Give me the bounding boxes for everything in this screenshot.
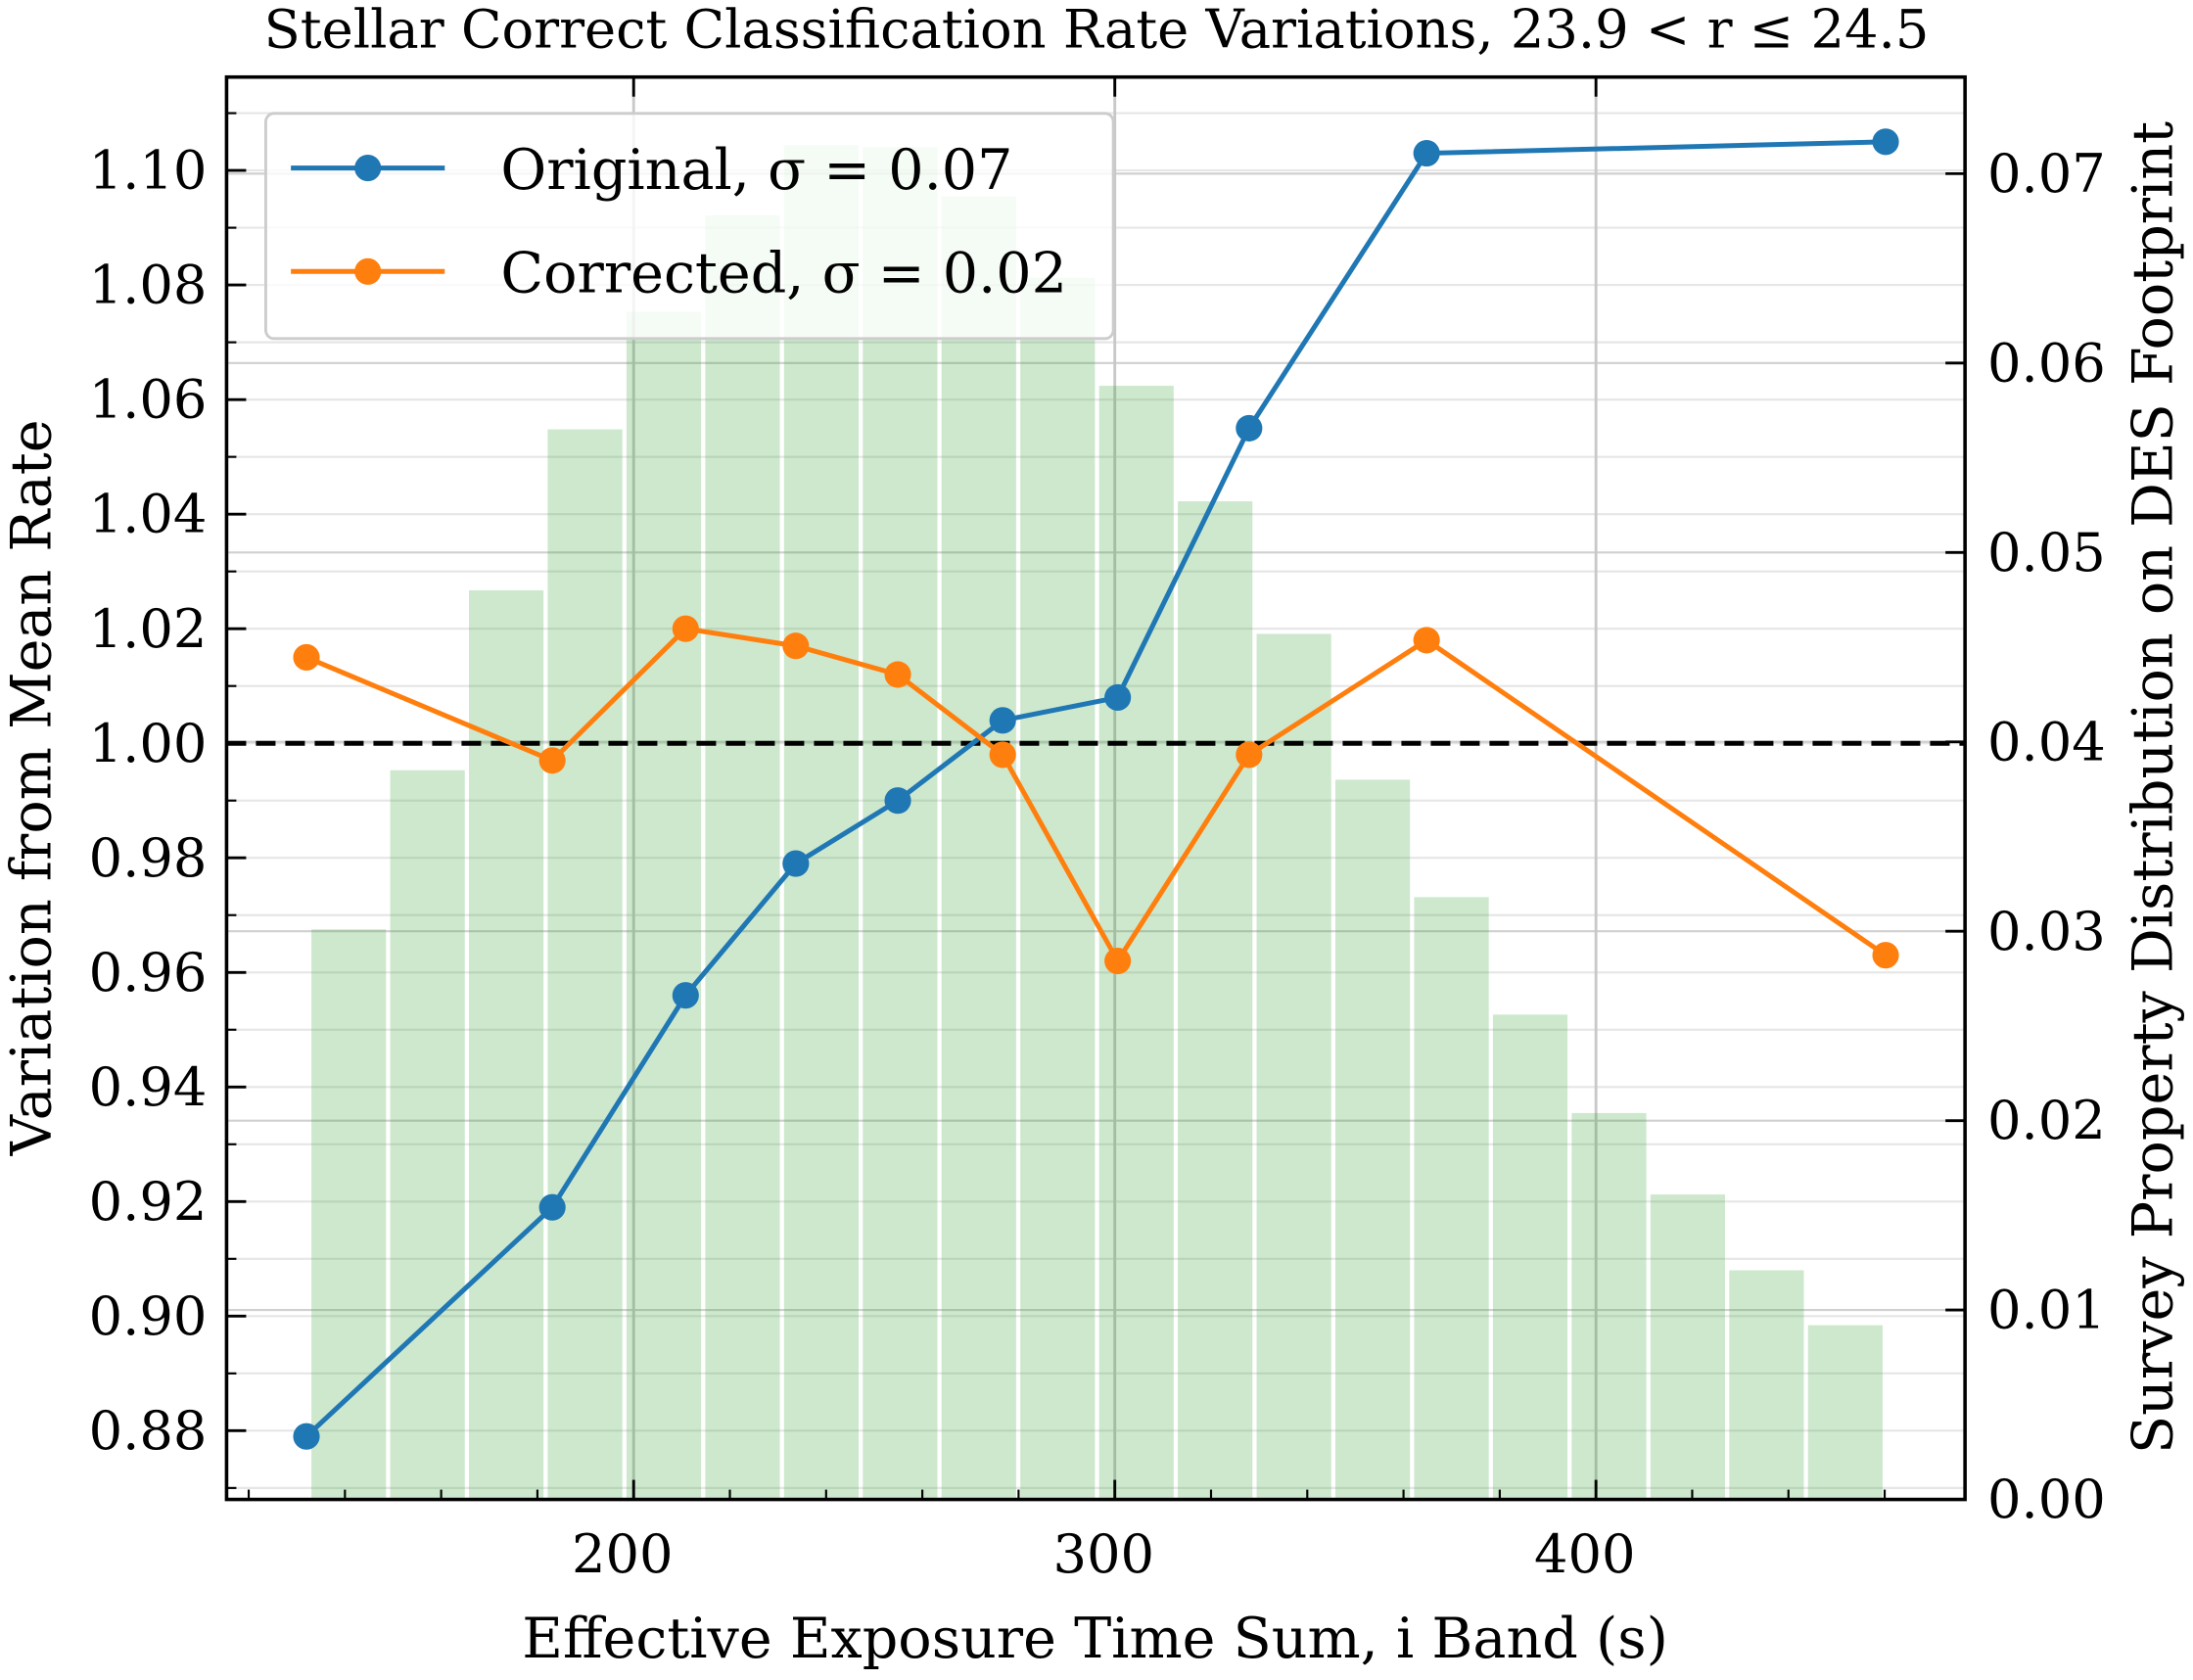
y-tick-label: 1.02 bbox=[89, 598, 208, 660]
histogram-bar bbox=[1492, 1014, 1568, 1500]
y2-tick-label: 0.04 bbox=[1987, 711, 2106, 772]
corrected-data-point bbox=[884, 661, 911, 688]
corrected-data-point bbox=[293, 643, 320, 672]
original-data-point bbox=[538, 1193, 566, 1221]
y2-axis-label: Survey Property Distribution on DES Foot… bbox=[2122, 121, 2186, 1454]
y-tick-label: 0.88 bbox=[89, 1400, 208, 1462]
histogram-bar bbox=[1650, 1194, 1726, 1500]
original-data-point bbox=[884, 787, 911, 815]
y2-tick-label: 0.05 bbox=[1987, 522, 2106, 583]
histogram-bar bbox=[1335, 779, 1411, 1500]
histogram-bar bbox=[1729, 1270, 1804, 1500]
histogram-bars bbox=[311, 145, 1883, 1500]
original-data-point bbox=[1413, 139, 1440, 167]
corrected-data-point bbox=[1104, 947, 1132, 975]
x-tick-label: 300 bbox=[1052, 1523, 1154, 1585]
corrected-data-point bbox=[1236, 741, 1263, 769]
histogram-bar bbox=[783, 145, 860, 1500]
legend: Original, σ = 0.07 Corrected, σ = 0.02 bbox=[264, 112, 1115, 341]
chart-title: Stellar Correct Classification Rate Vari… bbox=[264, 0, 1930, 61]
legend-corrected-label: Corrected, σ = 0.02 bbox=[500, 242, 1067, 306]
histogram-bar bbox=[547, 429, 623, 1500]
y-tick-label: 1.08 bbox=[89, 255, 208, 316]
legend-box bbox=[264, 112, 1115, 341]
corrected-data-point bbox=[989, 741, 1016, 769]
y2-tick-label: 0.01 bbox=[1987, 1280, 2106, 1341]
y2-tick-label: 0.00 bbox=[1987, 1469, 2106, 1530]
y-tick-label: 0.98 bbox=[89, 827, 208, 889]
histogram-bar bbox=[1020, 277, 1096, 1500]
y2-tick-label: 0.02 bbox=[1987, 1090, 2106, 1151]
histogram-bar bbox=[626, 311, 702, 1500]
y-axis-label: Variation from Mean Rate bbox=[0, 419, 64, 1156]
histogram-bar bbox=[1098, 386, 1174, 1500]
original-series-line bbox=[304, 139, 1887, 1439]
histogram-bar bbox=[941, 196, 1016, 1500]
y-tick-label: 1.00 bbox=[89, 713, 208, 774]
original-data-point bbox=[672, 982, 699, 1009]
corrected-data-point bbox=[1872, 942, 1899, 969]
original-data-point bbox=[782, 850, 810, 877]
x-tick-label: 200 bbox=[572, 1523, 674, 1585]
plot-frame bbox=[224, 74, 1967, 1502]
y-tick-label: 0.94 bbox=[89, 1056, 208, 1118]
histogram-bar bbox=[863, 147, 938, 1500]
y2-tick-label: 0.06 bbox=[1987, 332, 2106, 394]
original-data-point bbox=[293, 1423, 320, 1450]
y-tick-label: 1.04 bbox=[89, 484, 208, 545]
histogram-bar bbox=[390, 770, 465, 1500]
y2-tick-label: 0.03 bbox=[1987, 901, 2106, 962]
legend-original-marker bbox=[354, 155, 382, 182]
histogram-bar bbox=[1807, 1325, 1883, 1500]
y-tick-label: 1.10 bbox=[89, 140, 208, 202]
histogram-bar bbox=[705, 214, 780, 1500]
y-tick-label: 1.06 bbox=[89, 369, 208, 431]
original-data-point bbox=[1872, 128, 1899, 156]
legend-corrected-marker bbox=[354, 257, 382, 285]
histogram-bar bbox=[1256, 633, 1331, 1500]
histogram-bar bbox=[1178, 501, 1253, 1500]
y-tick-label: 0.92 bbox=[89, 1171, 208, 1233]
histogram-bar bbox=[469, 589, 544, 1500]
corrected-data-point bbox=[782, 632, 810, 660]
corrected-series-line bbox=[305, 626, 1888, 966]
original-data-point bbox=[1104, 683, 1132, 711]
x-axis-label: Effective Exposure Time Sum, i Band (s) bbox=[522, 1607, 1668, 1671]
corrected-data-point bbox=[672, 615, 699, 642]
histogram-bar bbox=[311, 929, 387, 1500]
series-lines bbox=[293, 128, 1899, 1450]
y2-tick-label: 0.07 bbox=[1987, 143, 2106, 205]
corrected-data-point bbox=[1413, 627, 1440, 654]
histogram-bar bbox=[1414, 897, 1489, 1500]
y-tick-label: 0.96 bbox=[89, 942, 208, 1003]
original-data-point bbox=[989, 707, 1016, 734]
original-data-point bbox=[1236, 414, 1263, 442]
y-tick-label: 0.90 bbox=[89, 1285, 208, 1347]
x-tick-label: 400 bbox=[1534, 1523, 1636, 1585]
axes: 0.88 0.90 0.92 0.94 0.96 0.98 1.00 1.02 1.04 1.06… bbox=[89, 74, 2106, 1585]
histogram-bar bbox=[1571, 1112, 1647, 1500]
legend-original-label: Original, σ = 0.07 bbox=[500, 138, 1012, 203]
corrected-data-point bbox=[538, 747, 566, 774]
